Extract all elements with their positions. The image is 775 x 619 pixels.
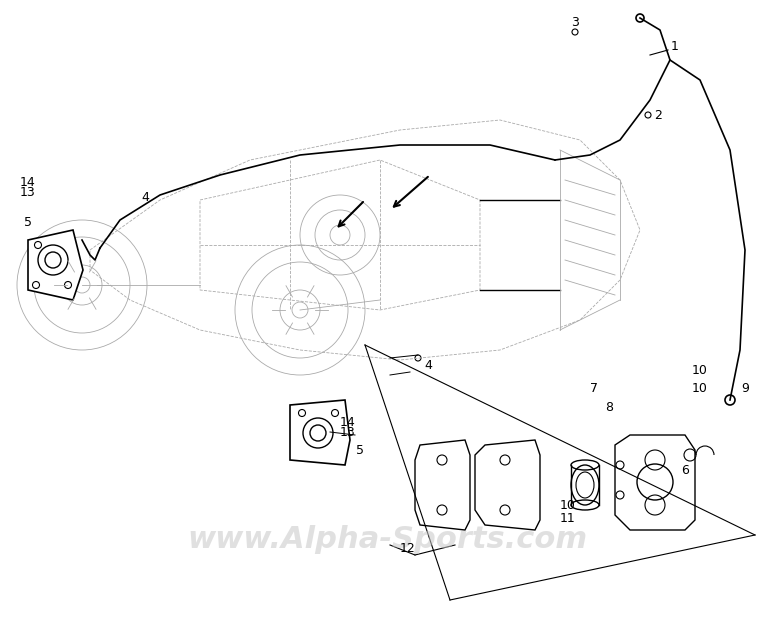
Text: 13: 13	[340, 425, 356, 438]
Text: 14: 14	[20, 176, 36, 189]
Text: 2: 2	[654, 108, 662, 121]
Circle shape	[298, 410, 305, 417]
Polygon shape	[290, 400, 350, 465]
Text: 10: 10	[692, 381, 708, 394]
Circle shape	[332, 410, 339, 417]
Text: 4: 4	[424, 358, 432, 371]
Text: 1: 1	[671, 40, 679, 53]
Text: 13: 13	[20, 186, 36, 199]
Polygon shape	[615, 435, 695, 530]
Ellipse shape	[571, 465, 599, 505]
Text: 5: 5	[356, 443, 364, 456]
Text: www.Alpha-Sports.com: www.Alpha-Sports.com	[187, 526, 587, 555]
Text: 4: 4	[141, 191, 149, 204]
Circle shape	[64, 282, 71, 288]
Circle shape	[33, 282, 40, 288]
Text: 10: 10	[560, 498, 576, 511]
Text: 8: 8	[605, 400, 613, 413]
Text: 11: 11	[560, 511, 576, 524]
Text: 3: 3	[571, 15, 579, 28]
Circle shape	[616, 461, 624, 469]
Circle shape	[645, 450, 665, 470]
Circle shape	[38, 245, 68, 275]
Circle shape	[645, 495, 665, 515]
Circle shape	[35, 241, 42, 248]
Circle shape	[303, 418, 333, 448]
Text: 5: 5	[24, 215, 32, 228]
Text: 9: 9	[741, 381, 749, 394]
Polygon shape	[28, 230, 83, 300]
Text: 7: 7	[590, 381, 598, 394]
Text: 10: 10	[692, 363, 708, 376]
Text: 14: 14	[340, 415, 356, 428]
Circle shape	[616, 491, 624, 499]
Polygon shape	[415, 440, 470, 530]
Text: 12: 12	[400, 542, 416, 555]
Polygon shape	[475, 440, 540, 530]
Text: 6: 6	[681, 464, 689, 477]
